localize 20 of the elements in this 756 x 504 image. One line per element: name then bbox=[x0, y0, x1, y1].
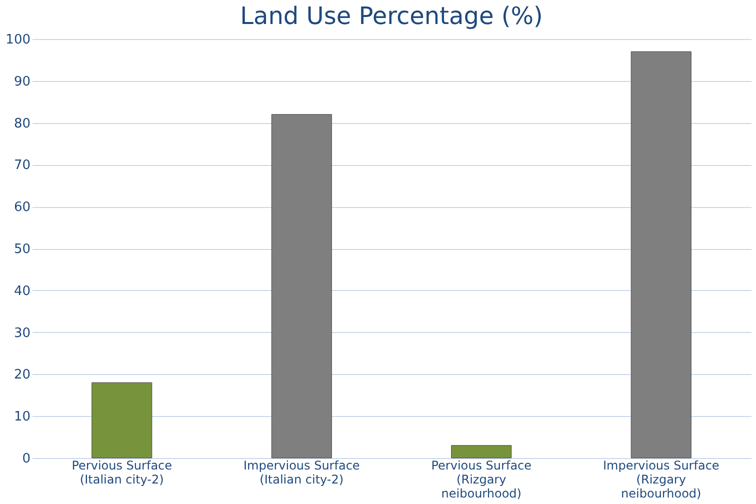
bar bbox=[271, 114, 332, 458]
y-tick-label: 30 bbox=[14, 326, 30, 341]
bar bbox=[451, 445, 512, 458]
x-tick-label: Impervious Surface (Rizgary neibourhood) bbox=[602, 458, 720, 500]
bar bbox=[630, 51, 692, 458]
x-tick-label: Impervious Surface (Italian city-2) bbox=[243, 458, 360, 486]
x-tick-label: Pervious Surface (Rizgary neibourhood) bbox=[431, 458, 532, 500]
y-tick-label: 50 bbox=[14, 242, 30, 257]
y-tick-label: 70 bbox=[14, 158, 30, 174]
y-tick-label: 80 bbox=[14, 116, 30, 132]
y-tick-label: 90 bbox=[14, 74, 30, 90]
bar bbox=[92, 382, 152, 458]
y-tick-label: 0 bbox=[22, 452, 30, 466]
y-tick-label: 40 bbox=[14, 284, 30, 299]
y-tick-label: 10 bbox=[14, 410, 30, 425]
y-tick-label: 20 bbox=[14, 368, 30, 383]
y-tick-label: 100 bbox=[6, 32, 30, 48]
chart-title: Land Use Percentage (%) bbox=[240, 2, 543, 30]
y-tick-label: 60 bbox=[14, 200, 30, 216]
x-tick-label: Pervious Surface (Italian city-2) bbox=[72, 458, 172, 486]
